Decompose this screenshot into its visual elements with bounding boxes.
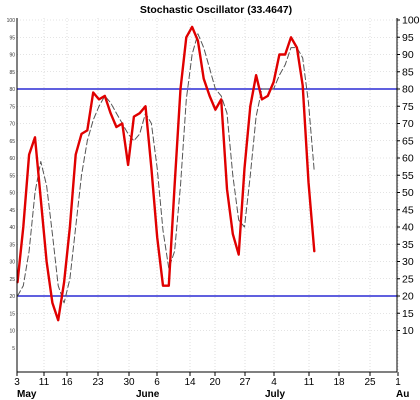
y-tick-label-left: 45 bbox=[9, 208, 15, 214]
x-month-label: Au bbox=[396, 389, 409, 400]
y-tick-label-right: 30 bbox=[402, 256, 414, 268]
x-tick-label: 27 bbox=[239, 377, 251, 388]
x-tick-label: 11 bbox=[304, 377, 315, 388]
y-tick-label-left: 60 bbox=[9, 156, 15, 162]
y-tick-label-right: 70 bbox=[402, 118, 414, 130]
y-tick-label-left: 55 bbox=[9, 173, 15, 179]
y-tick-label-right: 55 bbox=[402, 170, 414, 182]
y-tick-label-left: 65 bbox=[9, 139, 15, 145]
series-line-percent_k bbox=[16, 25, 316, 322]
y-tick-label-left: 40 bbox=[9, 225, 15, 231]
x-month-label: May bbox=[17, 389, 37, 400]
y-tick-label-right: 45 bbox=[402, 204, 414, 216]
y-tick-label-left: 95 bbox=[9, 35, 15, 41]
y-tick-label-right: 15 bbox=[402, 308, 414, 320]
series-line-percent_d bbox=[17, 33, 315, 304]
y-tick-label-right: 80 bbox=[402, 84, 414, 96]
y-tick-label-right: 20 bbox=[402, 291, 414, 303]
y-tick-label-left: 90 bbox=[9, 53, 15, 59]
x-tick-label: 20 bbox=[209, 377, 221, 388]
y-tick-label-right: 10 bbox=[402, 325, 414, 337]
x-tick-label: 25 bbox=[364, 377, 376, 388]
y-tick-label-left: 20 bbox=[9, 294, 15, 300]
y-tick-label-left: 70 bbox=[9, 122, 15, 128]
series-layer bbox=[16, 25, 316, 322]
y-tick-label-left: 5 bbox=[12, 346, 15, 352]
y-tick-label-right: 95 bbox=[402, 32, 414, 44]
y-tick-label-left: 75 bbox=[9, 104, 15, 110]
x-tick-label: 6 bbox=[154, 377, 160, 388]
y-tick-label-left: 35 bbox=[9, 242, 15, 248]
y-tick-label-right: 35 bbox=[402, 239, 414, 251]
y-tick-label-right: 40 bbox=[402, 222, 414, 234]
x-tick-label: 16 bbox=[61, 377, 73, 388]
x-tick-label: 14 bbox=[184, 377, 196, 388]
x-tick-label: 18 bbox=[333, 377, 345, 388]
y-tick-label-left: 85 bbox=[9, 70, 15, 76]
y-tick-label-right: 65 bbox=[402, 135, 414, 147]
x-tick-label: 4 bbox=[271, 377, 277, 388]
x-tick-label: 1 bbox=[395, 377, 401, 388]
y-tick-label-right: 90 bbox=[402, 49, 414, 61]
chart-title: Stochastic Oscillator (33.4647) bbox=[140, 4, 292, 16]
y-tick-label-left: 30 bbox=[9, 260, 15, 266]
tick-labels: 1015202530354045505560657075808590951005… bbox=[7, 15, 420, 400]
x-month-label: June bbox=[136, 389, 160, 400]
y-tick-label-right: 75 bbox=[402, 101, 414, 113]
x-tick-label: 30 bbox=[123, 377, 135, 388]
axes bbox=[16, 18, 400, 376]
y-tick-label-right: 50 bbox=[402, 187, 414, 199]
y-tick-label-right: 25 bbox=[402, 273, 414, 285]
y-tick-label-left: 80 bbox=[9, 87, 15, 93]
grid-layer bbox=[16, 18, 399, 372]
x-tick-label: 23 bbox=[92, 377, 104, 388]
y-tick-label-left: 10 bbox=[9, 329, 15, 335]
y-tick-label-right: 60 bbox=[402, 153, 414, 165]
y-tick-label-right: 85 bbox=[402, 66, 414, 78]
y-tick-label-right: 100 bbox=[402, 15, 420, 27]
x-month-label: July bbox=[265, 389, 285, 400]
x-tick-label: 11 bbox=[39, 377, 50, 388]
y-tick-label-left: 100 bbox=[7, 18, 16, 24]
y-tick-label-left: 15 bbox=[9, 311, 15, 317]
x-tick-label: 3 bbox=[14, 377, 20, 388]
y-tick-label-left: 50 bbox=[9, 191, 15, 197]
y-tick-label-left: 25 bbox=[9, 277, 15, 283]
